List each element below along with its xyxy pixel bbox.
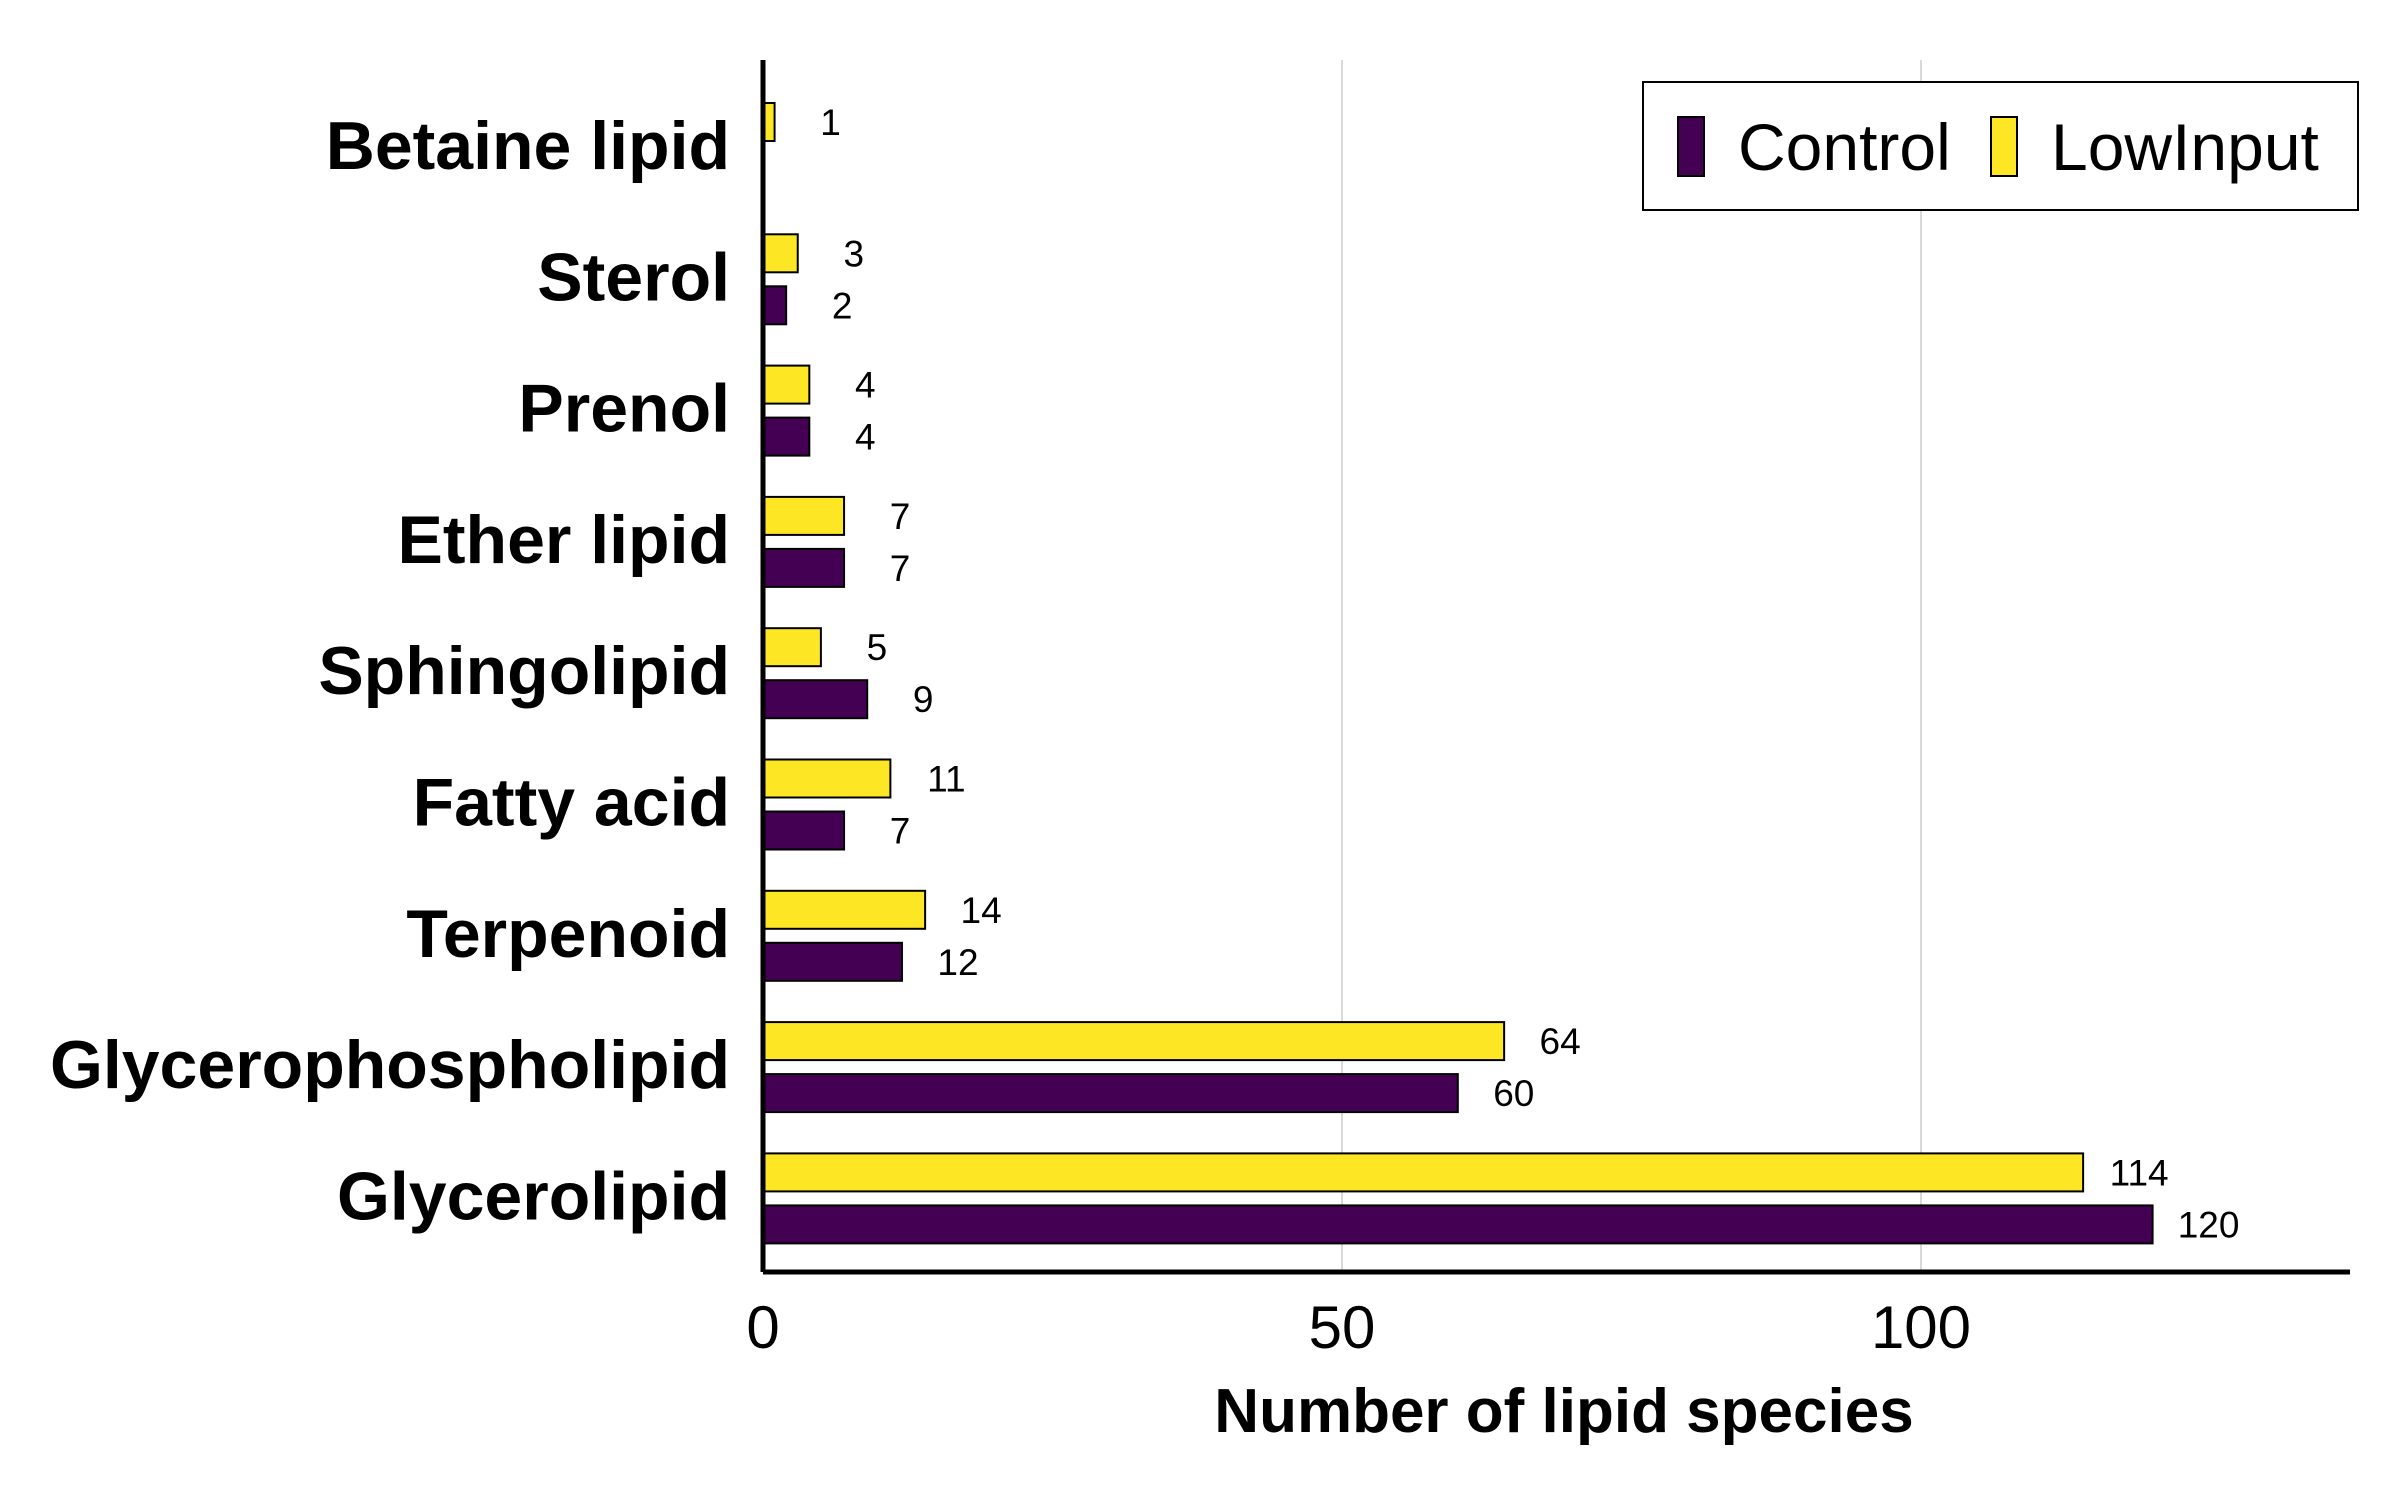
y-category-label: Fatty acid bbox=[413, 765, 730, 841]
y-category-label: Sterol bbox=[537, 239, 730, 315]
data-label-control: 4 bbox=[855, 417, 876, 458]
bar-lowinput bbox=[762, 627, 822, 668]
data-label-control: 120 bbox=[2178, 1204, 2240, 1245]
bar-control bbox=[762, 1204, 2154, 1245]
category-labels: Betaine lipid Sterol Prenol Ether lipid Sphi… bbox=[50, 108, 730, 1234]
y-category-label: Prenol bbox=[518, 371, 730, 447]
legend-swatch-control bbox=[1677, 116, 1705, 177]
y-category-label: Ether lipid bbox=[398, 502, 730, 578]
y-category-label: Terpenoid bbox=[406, 896, 730, 972]
bar-lowinput bbox=[762, 1021, 1506, 1062]
data-label-control: 60 bbox=[1493, 1073, 1534, 1114]
data-label-control: 7 bbox=[890, 811, 911, 852]
y-category-label: Glycerolipid bbox=[337, 1158, 730, 1234]
y-category-label: Sphingolipid bbox=[318, 633, 730, 709]
y-category-label: Betaine lipid bbox=[326, 108, 730, 184]
data-label-control: 7 bbox=[890, 548, 911, 589]
bar-control bbox=[762, 547, 846, 588]
bar-lowinput bbox=[762, 233, 799, 274]
x-axis-title: Number of lipid species bbox=[1214, 1377, 1913, 1446]
bar-control bbox=[762, 1073, 1459, 1114]
data-label-lowinput: 5 bbox=[867, 627, 888, 668]
bar-lowinput bbox=[762, 495, 846, 536]
data-label-lowinput: 4 bbox=[855, 365, 876, 406]
bar-control bbox=[762, 679, 869, 720]
bar-lowinput bbox=[762, 889, 927, 930]
data-label-lowinput: 14 bbox=[961, 890, 1002, 931]
data-label-lowinput: 7 bbox=[890, 496, 911, 537]
data-label-lowinput: 11 bbox=[927, 759, 965, 800]
data-label-lowinput: 3 bbox=[843, 233, 864, 274]
legend: Control LowInput bbox=[1642, 81, 2359, 211]
x-tick-label: 50 bbox=[1309, 1294, 1376, 1361]
bar-control bbox=[762, 810, 846, 851]
data-label-control: 9 bbox=[913, 679, 934, 720]
y-category-label: Glycerophospholipid bbox=[50, 1027, 730, 1103]
data-label-lowinput: 114 bbox=[2110, 1152, 2169, 1193]
data-label-lowinput: 64 bbox=[1540, 1021, 1581, 1062]
bar-lowinput bbox=[762, 1152, 2085, 1193]
legend-label-control: Control bbox=[1738, 110, 1951, 184]
bars bbox=[762, 102, 2154, 1245]
x-tick-label: 100 bbox=[1871, 1294, 1971, 1361]
data-label-lowinput: 1 bbox=[820, 102, 841, 143]
bar-control bbox=[762, 941, 903, 982]
bar-control bbox=[762, 285, 788, 326]
bar-lowinput bbox=[762, 364, 811, 405]
data-label-control: 12 bbox=[937, 942, 978, 983]
gridlines bbox=[1341, 60, 1922, 1272]
bar-lowinput bbox=[762, 758, 892, 799]
data-label-control: 2 bbox=[832, 285, 853, 326]
legend-swatch-lowinput bbox=[1990, 116, 2018, 177]
axes: 0 50 100 bbox=[746, 60, 2350, 1361]
legend-label-lowinput: LowInput bbox=[2051, 110, 2319, 184]
bar-control bbox=[762, 416, 811, 457]
x-tick-label: 0 bbox=[746, 1294, 779, 1361]
